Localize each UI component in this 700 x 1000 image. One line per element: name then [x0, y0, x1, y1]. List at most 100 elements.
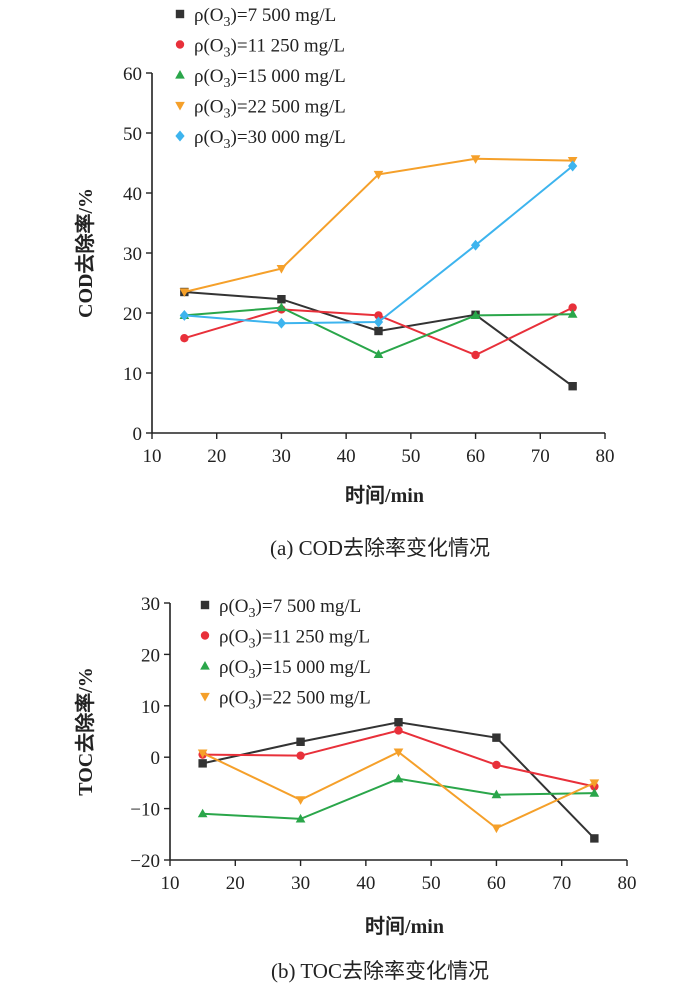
x-tick-label: 70	[552, 873, 571, 894]
data-point	[373, 349, 384, 358]
y-tick-label: 0	[151, 748, 161, 769]
legend-entry: ρ(O3)=15 000 mg/L	[200, 657, 371, 682]
series-2	[180, 303, 577, 360]
y-tick-label: 60	[123, 64, 142, 85]
data-point	[296, 751, 305, 760]
series-line	[184, 165, 574, 325]
x-tick-label: 40	[356, 873, 375, 894]
data-point	[393, 748, 404, 758]
y-tick-label: 0	[133, 424, 143, 445]
legend-marker	[175, 101, 185, 111]
y-tick-label: 30	[141, 594, 160, 615]
data-point	[470, 155, 481, 164]
legend-marker	[200, 660, 210, 670]
y-tick-label: 20	[141, 645, 160, 666]
data-point	[567, 309, 578, 318]
x-tick-label: 30	[291, 873, 310, 894]
data-point	[568, 382, 577, 391]
x-tick-label: 40	[337, 446, 356, 467]
legend-entry: ρ(O3)=11 250 mg/L	[175, 36, 345, 61]
data-point	[197, 749, 208, 759]
legend-entry: ρ(O3)=22 500 mg/L	[175, 97, 346, 122]
data-point	[373, 170, 384, 180]
legend-marker	[175, 9, 185, 19]
y-tick-label: −20	[130, 851, 160, 872]
legend-entry: ρ(O3)=7 500 mg/L	[175, 5, 336, 30]
legend-entry: ρ(O3)=7 500 mg/L	[200, 596, 361, 621]
series-3	[197, 773, 600, 823]
legend-label: ρ(O3)=22 500 mg/L	[194, 97, 346, 122]
data-point	[394, 726, 403, 735]
data-point	[471, 350, 480, 360]
data-point	[470, 310, 481, 319]
x-axis-label: 时间/min	[345, 484, 424, 507]
legend-entry: ρ(O3)=11 250 mg/L	[200, 627, 370, 652]
y-axis-label: COD去除率/%	[73, 188, 97, 318]
legend-marker	[175, 130, 185, 142]
legend-marker	[200, 692, 210, 702]
data-point	[470, 239, 481, 251]
legend-entry: ρ(O3)=15 000 mg/L	[175, 66, 346, 91]
x-axis-label: 时间/min	[365, 915, 444, 938]
x-tick-label: 80	[618, 873, 637, 894]
legend-marker	[175, 40, 185, 49]
y-tick-label: 10	[141, 697, 160, 718]
data-point	[197, 808, 208, 818]
data-point	[590, 834, 599, 843]
y-tick-label: 50	[123, 124, 142, 145]
legend-label: ρ(O3)=7 500 mg/L	[194, 5, 336, 30]
data-point	[276, 265, 287, 274]
x-tick-label: 80	[596, 446, 615, 467]
data-point	[276, 317, 287, 329]
legend-marker	[175, 69, 185, 79]
y-tick-label: 30	[123, 244, 142, 265]
x-tick-label: 60	[487, 873, 506, 894]
data-point	[589, 779, 600, 788]
y-tick-label: 40	[123, 184, 142, 205]
x-tick-label: 10	[143, 446, 162, 467]
data-point	[568, 160, 578, 172]
series-5	[179, 160, 578, 329]
data-point	[394, 718, 403, 727]
legend-label: ρ(O3)=15 000 mg/L	[219, 657, 371, 682]
legend-entry: ρ(O3)=30 000 mg/L	[175, 127, 346, 152]
legend-label: ρ(O3)=11 250 mg/L	[219, 627, 370, 652]
data-point	[374, 326, 383, 336]
series-line	[184, 291, 574, 388]
series-1	[180, 287, 577, 391]
legend-entry: ρ(O3)=22 500 mg/L	[200, 688, 371, 713]
data-point	[277, 295, 286, 304]
series-4	[197, 748, 600, 834]
data-point	[568, 303, 577, 312]
legend-marker	[200, 600, 210, 610]
legend-label: ρ(O3)=15 000 mg/L	[194, 66, 346, 91]
data-point	[373, 316, 384, 328]
y-tick-label: 10	[123, 364, 142, 385]
data-point	[198, 759, 207, 768]
series-line	[202, 777, 595, 820]
x-tick-label: 50	[401, 446, 420, 467]
data-point	[491, 824, 502, 834]
legend-marker	[200, 631, 210, 640]
x-tick-label: 50	[422, 873, 441, 894]
x-tick-label: 10	[161, 873, 180, 894]
x-tick-label: 60	[466, 446, 485, 467]
y-tick-label: 20	[123, 304, 142, 325]
cod-chart: 10 20 30 40 50 60 70 800102030405060时间/minCOD去除…	[73, 5, 615, 560]
data-point	[393, 773, 404, 783]
legend-label: ρ(O3)=22 500 mg/L	[219, 688, 371, 713]
data-point	[180, 334, 189, 343]
toc-chart: 10 20 30 40 50 60 70 80 −20 −10 0 10 20 30 时间/min TOC去除…	[73, 594, 637, 983]
data-point	[179, 309, 189, 321]
y-axis-label: TOC去除率/%	[73, 667, 97, 796]
data-point	[491, 789, 502, 799]
figure-caption: (b) TOC去除率变化情况	[271, 959, 489, 983]
data-point	[296, 737, 305, 746]
legend-label: ρ(O3)=7 500 mg/L	[219, 596, 361, 621]
figure-caption: (a) COD去除率变化情况	[270, 536, 490, 560]
data-point	[276, 302, 287, 312]
data-point	[589, 788, 600, 797]
legend-label: ρ(O3)=30 000 mg/L	[194, 127, 346, 152]
legend-label: ρ(O3)=11 250 mg/L	[194, 36, 345, 61]
